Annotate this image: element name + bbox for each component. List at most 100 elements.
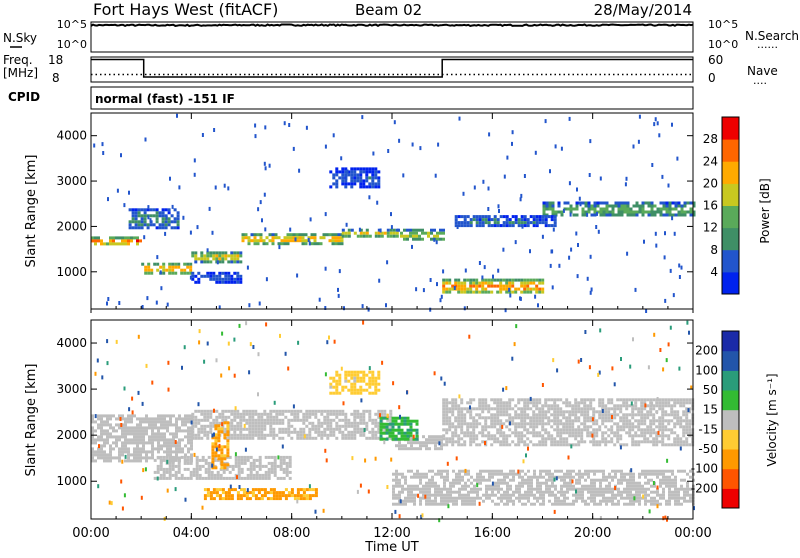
velocity-cell: [183, 458, 187, 462]
velocity-cell: [509, 493, 512, 497]
velocity-cell: [419, 487, 422, 491]
power-cell: [472, 281, 476, 285]
power-cell: [274, 236, 278, 240]
velocity-cell: [203, 418, 207, 422]
velocity-cell: [263, 424, 267, 428]
velocity-cell: [521, 484, 524, 488]
power-cell: [523, 278, 527, 282]
power-cell: [218, 277, 222, 281]
velocity-cell: [195, 461, 199, 465]
velocity-cell: [350, 373, 354, 377]
velocity-cell: [96, 358, 99, 363]
velocity-cell: [425, 490, 428, 494]
power-cell: [280, 239, 284, 243]
velocity-cell: [487, 431, 491, 435]
velocity-cell: [577, 440, 581, 444]
velocity-cell: [377, 376, 381, 380]
velocity-cell: [391, 437, 395, 441]
velocity-cell: [257, 491, 261, 495]
power-cell: [409, 231, 412, 235]
velocity-cell: [255, 464, 259, 468]
velocity-cell: [662, 487, 665, 491]
power-cell: [371, 179, 375, 183]
velocity-cell: [622, 404, 626, 408]
power-cell: [481, 215, 485, 219]
velocity-cell: [335, 388, 339, 392]
power-cell: [520, 215, 524, 219]
power-cell: [484, 287, 488, 291]
velocity-cell: [607, 401, 611, 405]
velocity-cell: [103, 453, 106, 457]
velocity-cell: [168, 470, 172, 474]
velocity-cell: [368, 409, 372, 413]
velocity-cell: [581, 487, 584, 491]
velocity-cell: [575, 496, 578, 500]
power-cell: [644, 201, 648, 205]
power-cell: [112, 236, 115, 240]
power-cell: [463, 290, 467, 294]
power-cell: [595, 225, 598, 229]
velocity-cell: [413, 441, 416, 445]
velocity-cell: [127, 453, 130, 457]
velocity-cell: [491, 493, 494, 497]
power-cell: [549, 263, 552, 268]
velocity-cell: [527, 493, 530, 497]
velocity-cell: [120, 479, 123, 484]
velocity-cell: [668, 496, 671, 500]
velocity-cell: [572, 469, 575, 473]
power-cell: [239, 277, 243, 281]
velocity-cell: [574, 413, 578, 417]
velocity-cell: [362, 433, 366, 437]
power-cell: [608, 210, 612, 214]
power-cell: [460, 224, 464, 228]
power-cell: [386, 234, 390, 238]
velocity-cell: [563, 484, 566, 488]
velocity-cell: [211, 463, 214, 468]
velocity-cell: [227, 488, 231, 492]
velocity-cell: [688, 410, 692, 414]
velocity-cell: [548, 490, 551, 494]
velocity-cell: [449, 487, 452, 491]
power-cell: [115, 236, 118, 240]
velocity-cell: [461, 496, 464, 500]
velocity-cell: [431, 478, 434, 482]
power-colorbar-swatch: [722, 205, 739, 229]
power-cell: [490, 218, 494, 222]
velocity-data-layer: [91, 320, 695, 523]
velocity-cell: [526, 422, 530, 426]
velocity-cell: [359, 388, 363, 392]
power-cell: [677, 213, 681, 217]
velocity-cell: [189, 473, 193, 477]
velocity-cell: [356, 415, 360, 419]
velocity-cell: [491, 490, 494, 494]
power-cell: [683, 213, 687, 217]
power-cell: [292, 239, 296, 243]
velocity-cell: [299, 488, 303, 492]
velocity-cell: [136, 423, 139, 427]
velocity-cell: [395, 469, 398, 473]
velocity-cell: [577, 419, 581, 423]
power-cell: [265, 242, 269, 246]
velocity-cell: [240, 455, 244, 459]
velocity-cell: [415, 422, 419, 426]
velocity-cell: [647, 472, 650, 476]
velocity-cell: [197, 421, 201, 425]
velocity-cell: [195, 473, 199, 477]
power-cell: [487, 207, 490, 211]
velocity-cell: [344, 436, 348, 440]
power-cell: [635, 213, 639, 217]
velocity-cell: [391, 419, 395, 423]
velocity-cell: [671, 472, 674, 476]
velocity-cell: [428, 499, 431, 503]
power-cell: [632, 210, 636, 214]
power-cell: [472, 290, 476, 294]
velocity-cell: [556, 413, 560, 417]
velocity-cell: [685, 410, 689, 414]
velocity-cell: [632, 337, 634, 342]
power-cell: [502, 215, 506, 219]
velocity-cell: [583, 401, 587, 405]
velocity-cell: [571, 422, 575, 426]
velocity-colorbar-swatch: [722, 331, 739, 352]
velocity-cell: [379, 437, 383, 441]
velocity-cell: [284, 415, 288, 419]
